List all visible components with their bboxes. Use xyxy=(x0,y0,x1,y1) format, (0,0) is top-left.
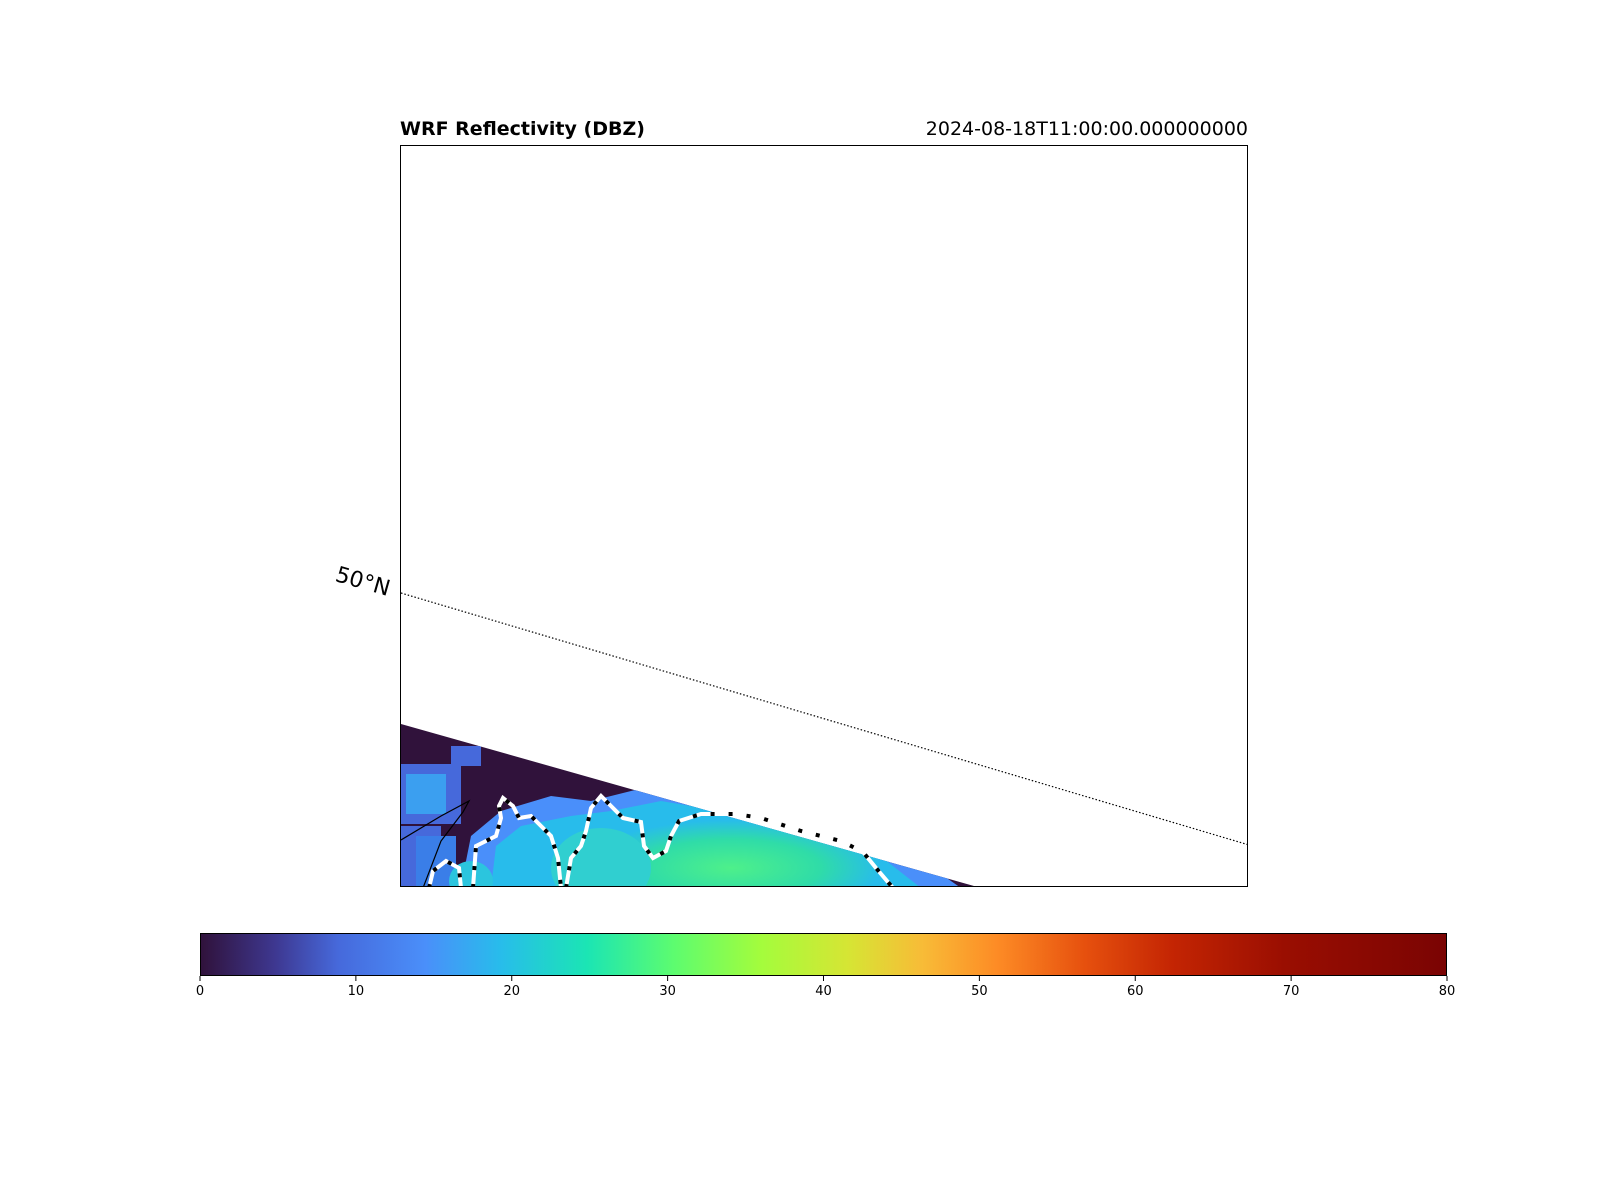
reflectivity-map xyxy=(401,592,1247,886)
colorbar-tick-label: 80 xyxy=(1439,984,1456,999)
colorbar-tick-label: 50 xyxy=(971,984,988,999)
map-panel[interactable] xyxy=(400,145,1248,887)
colorbar-tick-label: 20 xyxy=(503,984,520,999)
contour-dashes xyxy=(427,793,894,886)
latitude-label-50n: 50°N xyxy=(332,562,393,602)
map-timestamp: 2024-08-18T11:00:00.000000000 xyxy=(925,118,1248,140)
colorbar-tick-label: 10 xyxy=(348,984,365,999)
boundary-line xyxy=(401,799,471,886)
colorbar-tick-label: 30 xyxy=(659,984,676,999)
colorbar-tick-label: 60 xyxy=(1127,984,1144,999)
map-title: WRF Reflectivity (DBZ) xyxy=(400,118,645,140)
latitude-gridline-50n xyxy=(401,592,1247,846)
colorbar-tick-label: 70 xyxy=(1283,984,1300,999)
colorbar-tick-label: 0 xyxy=(196,984,204,999)
colorbar xyxy=(200,933,1447,976)
colorbar-tick-label: 40 xyxy=(815,984,832,999)
reflectivity-field xyxy=(401,724,981,886)
